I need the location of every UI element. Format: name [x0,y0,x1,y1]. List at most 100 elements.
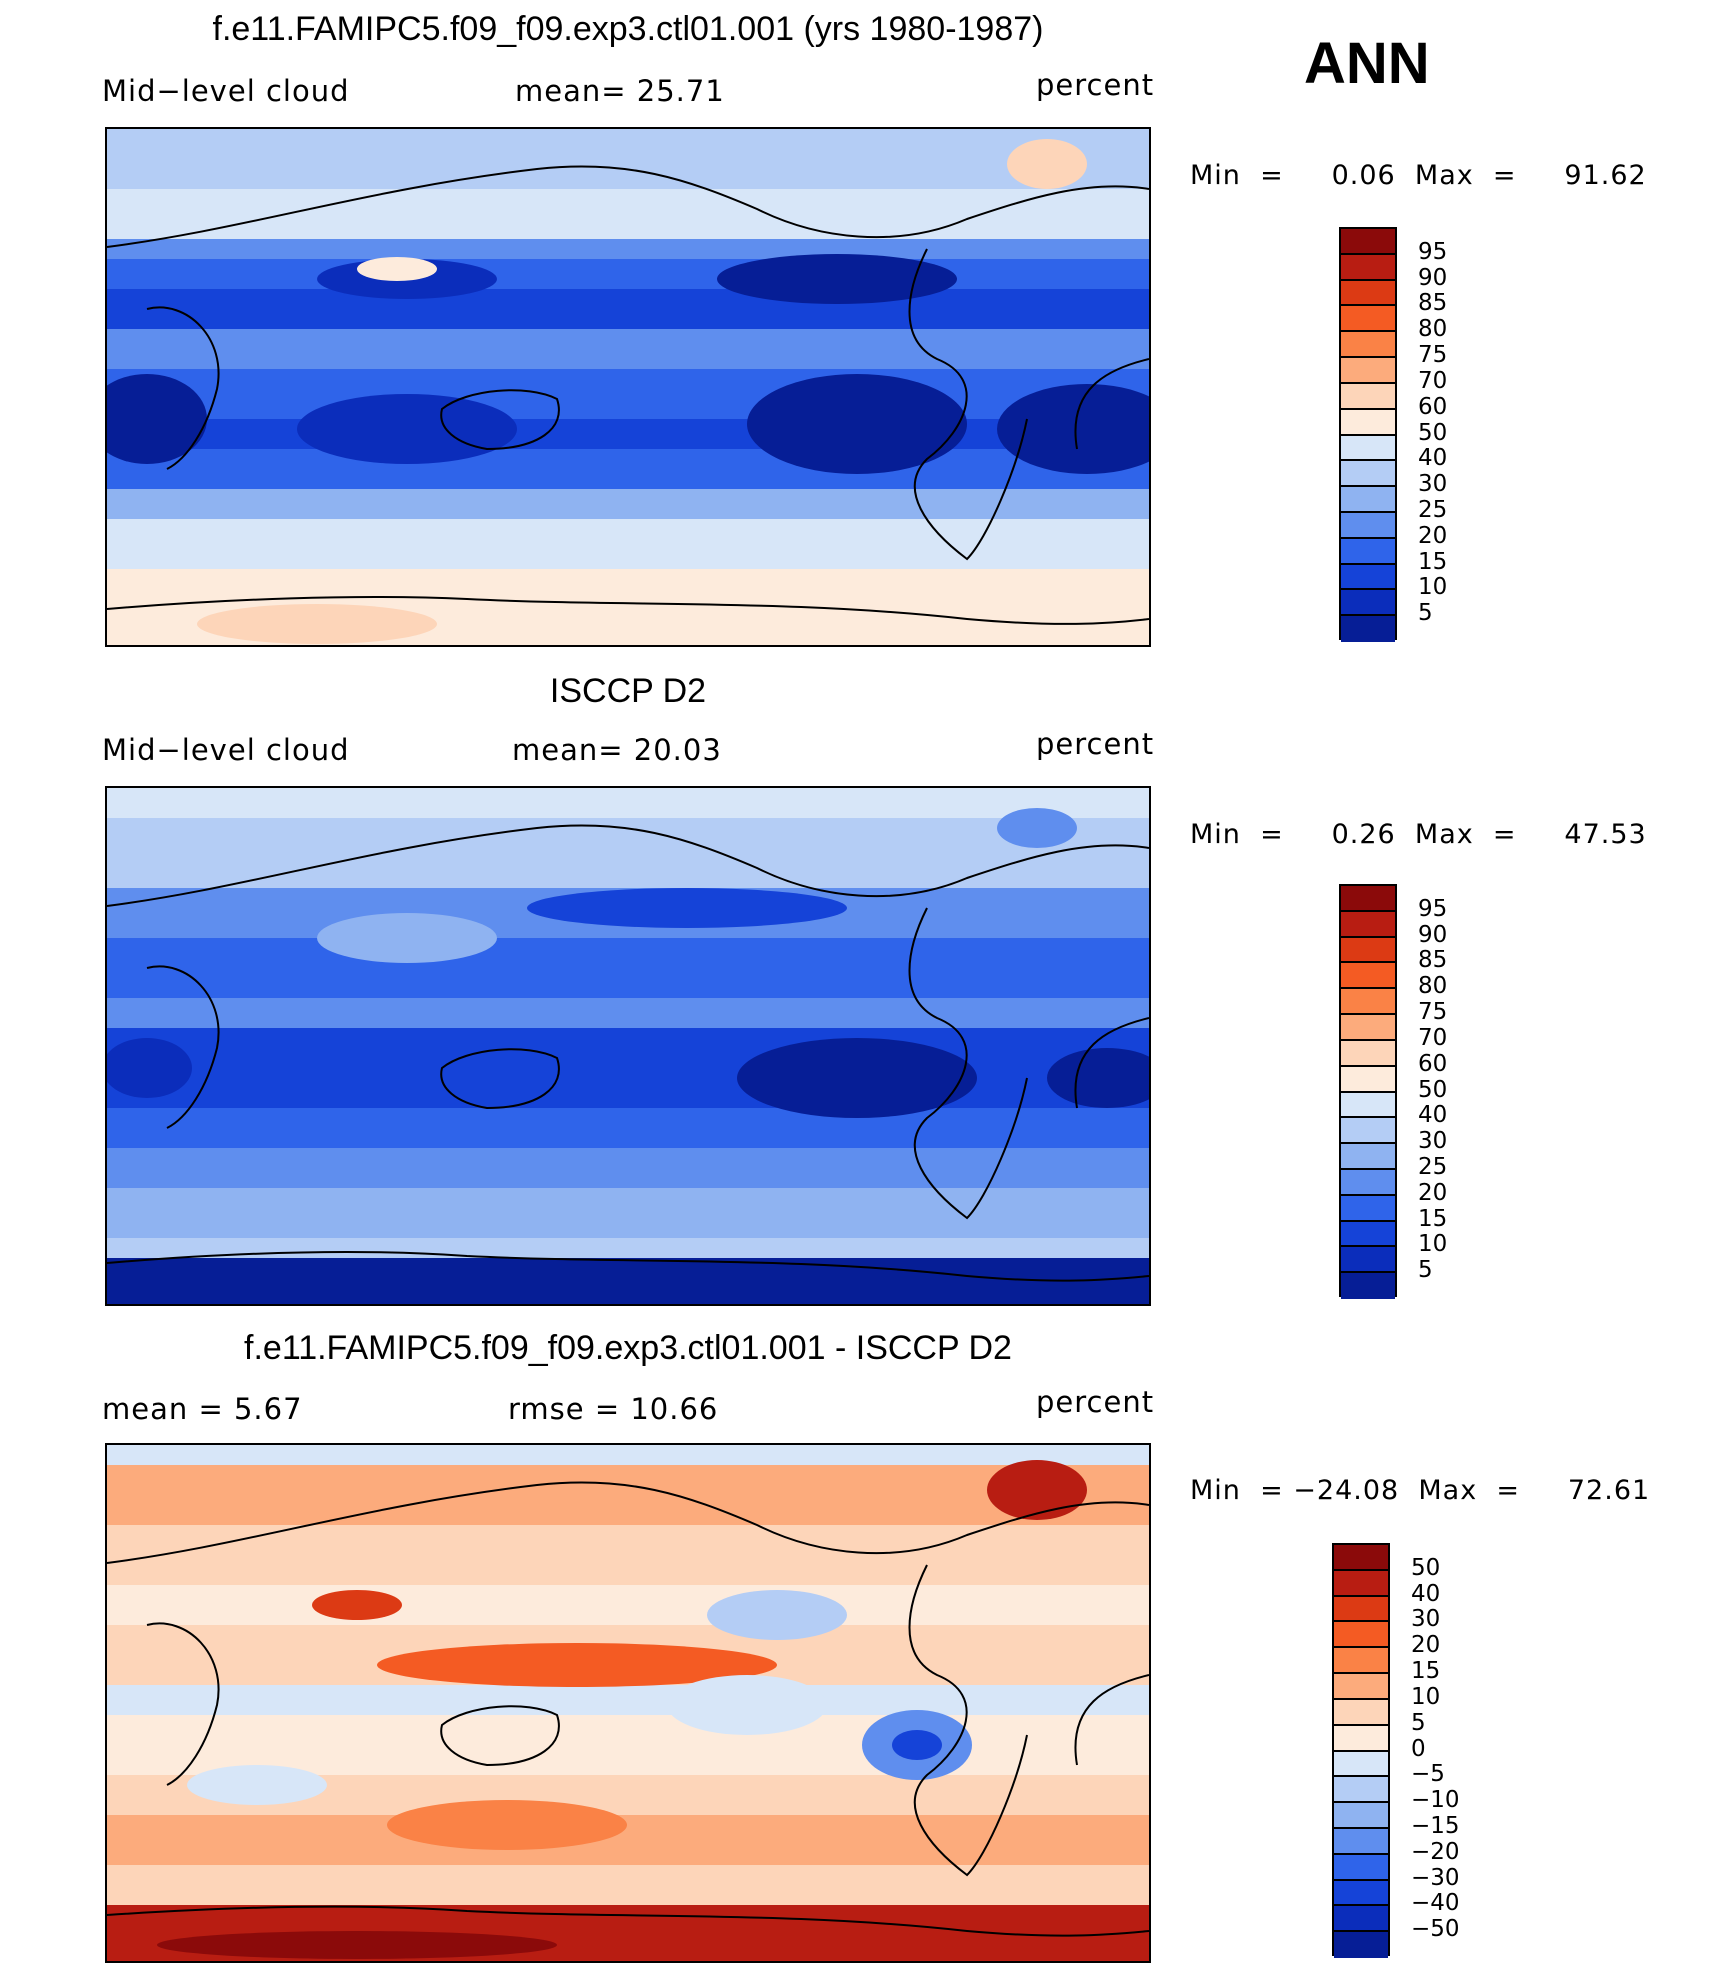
colorbar-tick-label: 80 [1418,973,1448,1000]
colorbar-tick-label: 40 [1411,1580,1441,1607]
colorbar-tick-label: −10 [1411,1787,1460,1814]
colorbar-tick-label: −5 [1411,1761,1445,1788]
colorbar-swatch [1341,487,1395,513]
colorbar-tick-label: 20 [1418,522,1448,549]
colorbar-swatch [1341,989,1395,1016]
colorbar-swatch [1341,358,1395,384]
colorbar-tick-label: 30 [1418,1128,1448,1155]
colorbar-swatch [1341,1221,1395,1248]
colorbar-swatch [1334,1777,1388,1804]
mean-label: mean= 20.03 [512,733,722,767]
colorbar-tick-label: 20 [1411,1632,1441,1659]
colorbar-tick-label: −20 [1411,1838,1460,1865]
units-label: percent [1036,1385,1155,1419]
colorbar [1332,1543,1390,1958]
colorbar-tick-label: 30 [1418,471,1448,498]
colorbar-swatch [1341,1015,1395,1041]
colorbar-tick-label: 5 [1418,1257,1433,1284]
minmax-label: Min = 0.06 Max = 91.62 [1190,160,1647,191]
colorbar-swatch [1341,1169,1395,1196]
colorbar-swatch [1334,1545,1388,1571]
minmax-label: Min = −24.08 Max = 72.61 [1190,1475,1651,1506]
colorbar-swatch [1341,616,1395,642]
colorbar-tick-label: 25 [1418,496,1448,523]
colorbar-swatch [1334,1932,1388,1958]
colorbar-swatch [1341,564,1395,591]
colorbar-swatch [1341,1247,1395,1274]
colorbar-swatch [1341,461,1395,488]
colorbar-swatch [1341,937,1395,964]
season-label: ANN [1304,31,1430,96]
colorbar-tick-label: −30 [1411,1864,1460,1891]
colorbar-swatch [1341,1092,1395,1119]
colorbar-tick-label: 85 [1418,290,1448,317]
colorbar-swatch [1341,306,1395,333]
colorbar-swatch [1334,1674,1388,1700]
colorbar-swatch [1334,1596,1388,1623]
colorbar-swatch [1341,911,1395,938]
colorbar-swatch [1341,254,1395,281]
mean-label: mean = 5.67 [102,1392,303,1426]
panel-title: f.e11.FAMIPC5.f09_f09.exp3.ctl01.001 (yr… [212,10,1044,48]
colorbar-swatch [1334,1699,1388,1726]
colorbar-tick-label: 50 [1418,1076,1448,1103]
mean-label: mean= 25.71 [515,74,725,108]
colorbar-tick-label: −15 [1411,1812,1460,1839]
colorbar-tick-label: 90 [1418,921,1448,948]
colorbar-tick-label: 70 [1418,367,1448,394]
colorbar-swatch [1341,1040,1395,1067]
colorbar-swatch [1334,1880,1388,1907]
colorbar-tick-label: 15 [1411,1658,1441,1685]
colorbar-swatch [1341,409,1395,436]
colorbar-tick-label: 15 [1418,1205,1448,1232]
variable-label: Mid−level cloud [102,733,350,767]
variable-label: Mid−level cloud [102,74,350,108]
colorbar-swatch [1341,1144,1395,1170]
colorbar-tick-label: 40 [1418,445,1448,472]
colorbar-swatch [1341,280,1395,307]
colorbar-swatch [1334,1828,1388,1855]
colorbar-swatch [1334,1570,1388,1597]
colorbar-swatch [1334,1751,1388,1778]
map-difference [105,1443,1151,1963]
colorbar-tick-label: −50 [1411,1916,1460,1943]
colorbar-swatch [1334,1854,1388,1881]
map-observations [105,786,1151,1306]
colorbar-swatch [1341,332,1395,359]
colorbar-tick-label: 5 [1418,600,1433,627]
colorbar-tick-label: 5 [1411,1709,1426,1736]
colorbar-tick-label: 10 [1418,1231,1448,1258]
rmse-label: rmse = 10.66 [508,1392,719,1426]
colorbar-tick-label: 95 [1418,238,1448,265]
colorbar-tick-label: 95 [1418,895,1448,922]
units-label: percent [1036,68,1155,102]
panel-title: f.e11.FAMIPC5.f09_f09.exp3.ctl01.001 - I… [244,1329,1012,1367]
colorbar-swatch [1341,1273,1395,1299]
colorbar-swatch [1341,1118,1395,1145]
map-model [105,127,1151,647]
colorbar-swatch [1341,963,1395,990]
colorbar-tick-label: 10 [1411,1683,1441,1710]
colorbar [1339,884,1397,1299]
colorbar-swatch [1341,435,1395,462]
colorbar [1339,227,1397,642]
units-label: percent [1036,727,1155,761]
colorbar-swatch [1334,1725,1388,1752]
colorbar-tick-label: 90 [1418,264,1448,291]
colorbar-swatch [1341,590,1395,617]
colorbar-swatch [1341,538,1395,565]
colorbar-swatch [1341,512,1395,539]
colorbar-swatch [1334,1622,1388,1649]
colorbar-swatch [1341,383,1395,410]
colorbar-swatch [1334,1906,1388,1933]
colorbar-tick-label: 70 [1418,1024,1448,1051]
colorbar-tick-label: 20 [1418,1179,1448,1206]
colorbar-tick-label: 60 [1418,1050,1448,1077]
colorbar-tick-label: 25 [1418,1153,1448,1180]
colorbar-tick-label: 50 [1411,1554,1441,1581]
colorbar-tick-label: 0 [1411,1735,1426,1762]
colorbar-tick-label: 30 [1411,1606,1441,1633]
minmax-label: Min = 0.26 Max = 47.53 [1190,819,1647,850]
colorbar-swatch [1341,1195,1395,1222]
colorbar-tick-label: 10 [1418,574,1448,601]
